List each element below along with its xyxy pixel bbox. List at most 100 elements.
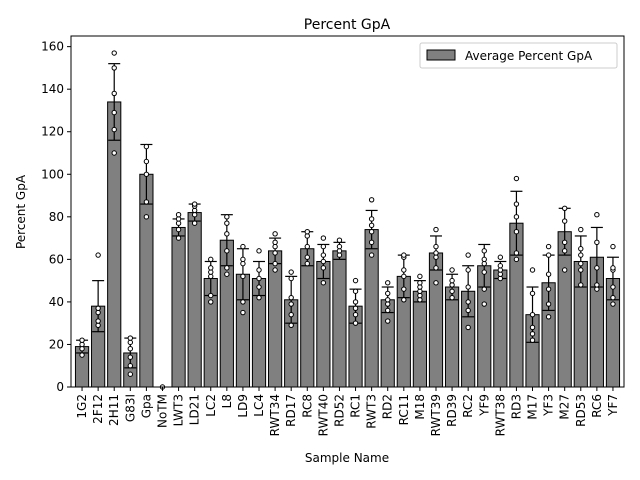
data-point: [127, 346, 134, 352]
data-point: [272, 231, 278, 237]
bar: [139, 173, 154, 388]
data-point: [320, 280, 327, 286]
data-point: [401, 273, 407, 280]
x-tick-label: RWT38: [493, 394, 507, 436]
y-tick-label: 0: [56, 380, 64, 394]
x-tick-label: LWT3: [172, 394, 186, 426]
data-point: [95, 305, 101, 311]
data-point: [336, 248, 343, 254]
x-tick-label: M17: [526, 394, 540, 420]
data-point: [449, 282, 455, 288]
data-point: [111, 65, 117, 71]
data-point: [352, 320, 359, 326]
data-point: [143, 171, 150, 177]
data-point: [272, 267, 278, 273]
x-tick-label: LD21: [188, 394, 202, 425]
data-point: [175, 235, 182, 241]
data-point: [401, 252, 407, 258]
x-tick-label: RWT34: [268, 394, 282, 436]
bar: [300, 248, 315, 388]
data-point: [433, 280, 439, 286]
x-tick-label: M27: [558, 394, 572, 420]
data-point: [208, 265, 214, 271]
x-tick-label: RWT40: [316, 394, 330, 436]
data-point: [610, 265, 616, 271]
data-point: [385, 290, 391, 297]
data-point: [385, 301, 391, 307]
data-point: [240, 256, 246, 263]
bar: [171, 226, 186, 388]
data-point: [352, 277, 359, 284]
x-tick-label: RC11: [397, 394, 411, 425]
x-tick-label: LC2: [204, 394, 218, 417]
data-point: [417, 288, 423, 294]
data-point: [385, 280, 391, 286]
data-point: [497, 267, 504, 273]
data-point: [320, 265, 327, 271]
data-point: [240, 273, 246, 280]
data-point: [224, 265, 230, 271]
data-point: [368, 222, 375, 229]
x-tick-label: YF3: [542, 394, 556, 417]
data-point: [529, 290, 536, 297]
x-tick-label: RD53: [574, 394, 588, 427]
data-point: [272, 250, 278, 256]
data-point: [449, 288, 455, 294]
y-tick-label: 140: [41, 82, 64, 96]
data-point: [304, 233, 310, 239]
data-point: [594, 239, 600, 246]
data-point: [79, 352, 85, 358]
data-point: [449, 267, 455, 273]
bar: [412, 290, 427, 388]
data-point: [610, 301, 616, 307]
data-point: [465, 307, 471, 314]
data-point: [175, 216, 182, 222]
data-point: [385, 297, 391, 303]
data-point: [95, 309, 101, 316]
data-point: [111, 150, 117, 156]
data-point: [352, 305, 359, 311]
x-tick-label: RD39: [445, 394, 459, 427]
data-point: [513, 214, 520, 220]
data-point: [529, 267, 536, 273]
data-point: [545, 286, 552, 292]
data-point: [79, 337, 85, 343]
data-point: [433, 265, 439, 271]
x-tick-label: RC1: [349, 394, 363, 418]
data-point: [513, 175, 520, 182]
y-tick-label: 120: [41, 125, 64, 139]
data-point: [529, 337, 536, 343]
x-axis-title: Sample Name: [305, 451, 389, 465]
data-point: [385, 307, 391, 314]
data-point: [288, 322, 294, 329]
data-point: [368, 252, 375, 258]
plot-area: [74, 50, 621, 390]
data-point: [401, 297, 407, 303]
data-point: [368, 197, 375, 203]
data-point: [256, 284, 262, 290]
bar: [444, 286, 460, 388]
bar: [428, 252, 444, 388]
data-point: [545, 252, 552, 258]
data-point: [497, 271, 504, 277]
x-tick-label: 2H11: [107, 394, 121, 426]
data-point: [352, 299, 359, 305]
data-point: [497, 275, 504, 282]
data-point: [191, 211, 198, 218]
data-point: [127, 335, 134, 341]
data-point: [497, 254, 504, 260]
data-point: [529, 331, 536, 337]
data-point: [433, 243, 439, 250]
data-point: [417, 284, 423, 290]
x-tick-label: RWT3: [365, 394, 379, 429]
data-point: [272, 260, 278, 267]
data-point: [594, 282, 600, 288]
data-point: [513, 256, 520, 263]
data-point: [208, 256, 214, 263]
x-tick-label: RD3: [509, 394, 523, 419]
data-point: [336, 243, 343, 250]
data-point: [224, 231, 230, 237]
x-tick-label: RC6: [590, 394, 604, 418]
data-point: [513, 229, 520, 235]
data-point: [449, 277, 455, 284]
